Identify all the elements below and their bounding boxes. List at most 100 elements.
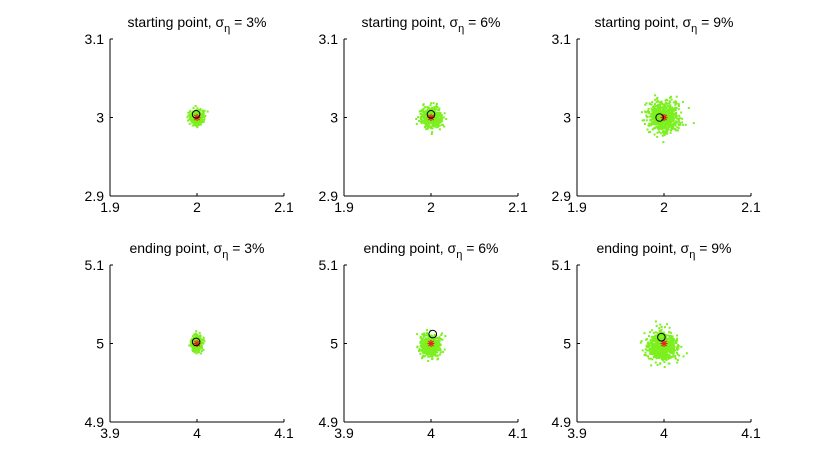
cloud-point <box>198 331 201 334</box>
cloud-point <box>662 110 665 113</box>
cloud-point <box>418 119 421 122</box>
title-main: ending point, <box>596 240 680 256</box>
cloud-point <box>441 332 443 335</box>
cloud-point <box>424 342 427 345</box>
cloud-point <box>652 343 655 346</box>
cloud-point <box>654 336 657 339</box>
cloud-point <box>429 110 432 113</box>
cloud-point <box>649 119 652 122</box>
cloud-point <box>655 107 658 110</box>
cloud-point <box>192 348 195 350</box>
cloud-point <box>674 349 677 352</box>
cloud-point <box>425 115 428 118</box>
cloud-point <box>668 362 671 365</box>
cloud-point <box>655 105 658 107</box>
cloud-point <box>200 347 203 350</box>
cloud-point <box>200 352 203 355</box>
cloud-point <box>437 119 440 122</box>
cloud-point <box>435 112 438 115</box>
cloud-point <box>667 120 670 123</box>
true-point-marker <box>427 340 435 347</box>
cloud-point <box>663 366 666 368</box>
cloud-point <box>659 342 662 345</box>
cloud-point <box>417 116 420 119</box>
cloud-point <box>650 116 653 119</box>
cloud-point <box>437 357 439 360</box>
cloud-point <box>647 355 649 358</box>
cloud-point <box>442 351 445 353</box>
cloud-point <box>662 331 665 334</box>
cloud-point <box>678 123 681 126</box>
cloud-point <box>187 119 189 122</box>
cloud-point <box>194 332 197 335</box>
cloud-point <box>424 338 427 341</box>
cloud-point <box>669 338 672 341</box>
cloud-point <box>438 119 441 122</box>
cloud-point <box>433 106 436 109</box>
cloud-point <box>439 347 442 350</box>
cloud-point <box>682 100 685 103</box>
cloud-point <box>194 335 197 338</box>
cloud-point <box>433 333 436 336</box>
x-tick-label: 2 <box>193 199 201 215</box>
cloud-point <box>659 349 662 352</box>
cloud-point <box>676 126 679 129</box>
cloud-point <box>667 357 670 360</box>
true-point-marker <box>660 340 668 347</box>
cloud-point <box>432 335 435 338</box>
cloud-point <box>652 339 654 342</box>
cloud-point <box>653 351 656 354</box>
cloud-point <box>648 335 650 338</box>
cloud-point <box>426 111 429 114</box>
cloud-point <box>190 339 193 342</box>
cloud-point <box>671 118 674 120</box>
cloud-point <box>428 124 431 127</box>
cloud-point <box>672 353 675 356</box>
cloud-point <box>436 106 439 108</box>
y-tick-label: 2.9 <box>552 188 572 204</box>
cloud-point <box>659 362 662 365</box>
cloud-point <box>651 342 654 344</box>
cloud-point <box>663 134 666 137</box>
cloud-point <box>423 352 426 355</box>
cloud-point <box>680 111 683 114</box>
cloud-point <box>646 346 649 349</box>
cloud-point <box>675 102 678 105</box>
cloud-point <box>654 346 657 349</box>
x-tick-label: 3.9 <box>567 425 587 441</box>
title-tail: = 6% <box>464 14 500 30</box>
cloud-point <box>648 342 651 345</box>
cloud-point <box>650 335 653 338</box>
title-main: starting point, <box>595 14 683 30</box>
cloud-point <box>198 115 201 118</box>
cloud-point <box>200 119 203 122</box>
title-sigma: σ <box>681 240 690 256</box>
cloud-point <box>427 126 430 129</box>
cloud-point <box>194 122 197 124</box>
cloud-point <box>663 333 666 336</box>
cloud-point <box>196 123 199 126</box>
cloud-point <box>438 113 441 116</box>
title-sigma: σ <box>682 14 691 30</box>
cloud-point <box>193 349 196 352</box>
cloud-point <box>436 344 438 346</box>
cloud-point <box>667 345 670 348</box>
cloud-point <box>662 103 665 106</box>
cloud-point <box>439 351 442 354</box>
cloud-point <box>429 126 432 129</box>
cloud-point <box>677 345 680 347</box>
cloud-point <box>650 338 653 341</box>
cloud-point <box>661 112 664 115</box>
cloud-point <box>673 108 676 110</box>
cloud-point <box>668 342 671 345</box>
cloud-point <box>659 335 662 337</box>
cloud-point <box>437 113 440 115</box>
cloud-point <box>669 101 672 104</box>
cloud-point <box>192 346 195 348</box>
cloud-point <box>424 347 427 350</box>
cloud-point <box>429 352 431 355</box>
cloud-point <box>655 342 658 345</box>
cloud-point <box>673 345 675 348</box>
cloud-point <box>658 349 661 352</box>
cloud-point <box>440 334 443 336</box>
